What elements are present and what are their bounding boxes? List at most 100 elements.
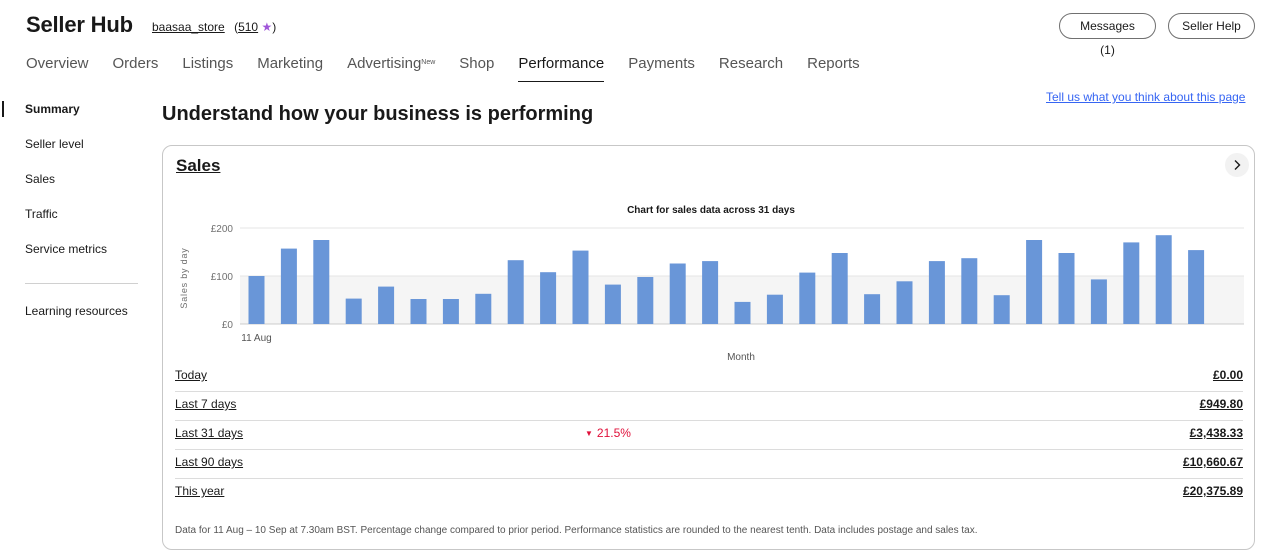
sales-value-90-days[interactable]: £10,660.67 [1182, 455, 1243, 469]
sales-value-7-days[interactable]: £949.80 [1199, 397, 1243, 411]
period-7-days-link[interactable]: Last 7 days [175, 397, 237, 411]
chart-bar [378, 286, 395, 324]
tab-label: Research [718, 55, 784, 72]
tab-label: Overview [26, 55, 89, 72]
table-row: Last 7 days £949.80 [175, 392, 1243, 421]
page-title: Understand how your business is performi… [162, 103, 594, 125]
chart-bar [928, 261, 945, 324]
tab-shop[interactable]: Shop [459, 54, 494, 82]
tab-research[interactable]: Research [719, 54, 783, 82]
tab-label: Advertising [347, 55, 422, 72]
sales-value-31-days[interactable]: £3,438.33 [1189, 426, 1243, 440]
table-row: Today £0.00 [175, 363, 1243, 392]
tab-listings[interactable]: Listings [182, 54, 233, 82]
sidebar-item-learning-resources[interactable]: Learning resources [25, 304, 128, 318]
header: Seller Hub baasaa_store (510 ★) Messages… [0, 0, 1267, 57]
chart-bar [734, 301, 751, 324]
chart-bar [766, 294, 783, 324]
chart-bar [1026, 240, 1043, 324]
feedback-score-link[interactable]: 510 [238, 20, 259, 34]
sales-card: Sales Chart for sales data across 31 day… [162, 145, 1255, 550]
tab-performance[interactable]: Performance [518, 54, 605, 82]
chart-bar [993, 295, 1010, 324]
chart-bar [669, 263, 686, 324]
tab-payments[interactable]: Payments [628, 54, 695, 82]
chart-bar [1155, 235, 1172, 324]
y-tick-label: £0 [222, 320, 234, 331]
sidebar-item-seller-level[interactable]: Seller level [25, 137, 84, 151]
period-31-days-link[interactable]: Last 31 days [175, 426, 244, 440]
chart-bar [1058, 253, 1075, 324]
sidebar-item-sales[interactable]: Sales [25, 172, 56, 186]
chevron-right-icon [1234, 160, 1241, 170]
chart-bar [1188, 250, 1205, 324]
chart-bar [637, 277, 654, 324]
tab-label: Performance [518, 55, 605, 72]
tab-label: Payments [628, 55, 695, 72]
chart-bar [248, 276, 265, 324]
change-indicator: ▼ 21.5% [585, 426, 631, 440]
y-tick-label: £200 [211, 224, 234, 235]
sales-value-this-year[interactable]: £20,375.89 [1182, 484, 1243, 498]
chart-title: Chart for sales data across 31 days [627, 205, 795, 216]
feedback-close-paren: ) [272, 20, 277, 34]
tab-advertising[interactable]: AdvertisingNew [347, 54, 435, 82]
chart-bar [442, 299, 459, 324]
sidebar-item-traffic[interactable]: Traffic [25, 207, 58, 221]
table-row: Last 90 days £10,660.67 [175, 450, 1243, 479]
chart-bar [831, 253, 848, 324]
chart-bar [864, 294, 881, 324]
tab-overview[interactable]: Overview [26, 54, 89, 82]
sales-value-today[interactable]: £0.00 [1212, 368, 1243, 382]
chart-bar [507, 260, 524, 324]
tab-label: Marketing [257, 55, 324, 72]
period-this-year-link[interactable]: This year [175, 484, 225, 498]
top-nav: Overview Orders Listings Marketing Adver… [26, 54, 884, 84]
chart-bar [540, 272, 557, 324]
chart-bar [313, 240, 330, 324]
sidebar-divider [25, 283, 138, 284]
feedback-link[interactable]: Tell us what you think about this page [1046, 90, 1246, 104]
new-badge: New [421, 59, 436, 66]
down-triangle-icon: ▼ [585, 429, 593, 438]
tab-label: Reports [807, 55, 860, 72]
chart-bar [345, 298, 362, 324]
chart-bar [572, 250, 589, 324]
y-axis-label: Sales by day [179, 247, 189, 308]
chart-bar [702, 261, 719, 324]
chart-bars [248, 235, 1205, 324]
sidebar: Summary Seller level Sales Traffic Servi… [0, 100, 150, 337]
tab-reports[interactable]: Reports [807, 54, 860, 82]
sales-chart: £0 £100 £200 Sales by day 11 Aug Month [179, 224, 1244, 363]
period-today-link[interactable]: Today [175, 368, 208, 382]
tab-label: Orders [112, 55, 159, 72]
sales-details-button[interactable] [1225, 153, 1249, 177]
chart-bar [799, 272, 816, 324]
table-row: Last 31 days ▼ 21.5% £3,438.33 [175, 421, 1243, 450]
x-tick-label: 11 Aug [241, 333, 271, 344]
sidebar-item-service-metrics[interactable]: Service metrics [25, 242, 108, 256]
chart-bar [1090, 279, 1107, 324]
store-name-link[interactable]: baasaa_store [152, 20, 225, 34]
chart-bar [1123, 242, 1140, 324]
chart-bar [280, 248, 297, 324]
chart-bar [961, 258, 978, 324]
seller-help-button[interactable]: Seller Help [1168, 13, 1255, 39]
x-axis-label: Month [727, 352, 755, 363]
store-info: baasaa_store (510 ★) [152, 20, 276, 34]
table-row: This year £20,375.89 [175, 479, 1243, 508]
messages-button[interactable]: Messages (1) [1059, 13, 1156, 57]
star-icon: ★ [261, 20, 273, 34]
tab-orders[interactable]: Orders [113, 54, 159, 82]
tab-label: Listings [182, 55, 234, 72]
tab-label: Shop [459, 55, 495, 72]
sidebar-item-summary[interactable]: Summary [0, 100, 150, 135]
sales-card-title[interactable]: Sales [176, 156, 221, 175]
tab-marketing[interactable]: Marketing [257, 54, 323, 82]
chart-bar [475, 293, 492, 324]
change-value: 21.5% [596, 426, 631, 440]
chart-bar [604, 284, 621, 324]
sales-summary-table: Today £0.00 Last 7 days £949.80 Last 31 … [175, 363, 1243, 508]
period-90-days-link[interactable]: Last 90 days [175, 455, 244, 469]
y-tick-label: £100 [211, 272, 234, 283]
